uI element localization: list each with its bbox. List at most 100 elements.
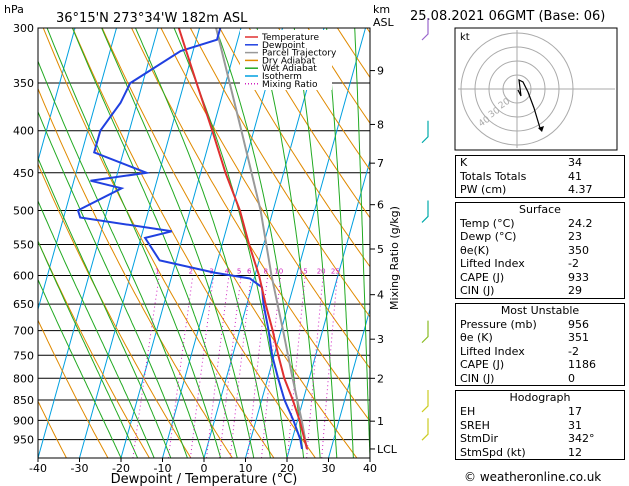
temperature-tick-label: 20 [280, 462, 294, 475]
pressure-tick-label: 750 [13, 349, 34, 362]
wet-adiabat-line [256, 28, 321, 458]
legend-entry: Isotherm [262, 72, 302, 82]
pressure-tick-label: 500 [13, 204, 34, 217]
pressure-tick-label: 600 [13, 270, 34, 283]
wet-adiabat-line [293, 28, 338, 458]
row-label: Dewp (°C) [460, 230, 517, 243]
asl-label: ASL [373, 16, 395, 29]
mixing-ratio-line [321, 275, 338, 458]
row-value: 41 [568, 169, 582, 183]
temperature-tick-label: 0 [201, 462, 208, 475]
table-row: SREH 31 [456, 419, 624, 433]
row-label: θe (K) [460, 331, 493, 344]
mixing-ratio-line [189, 275, 215, 458]
temperature-tick-label: 30 [322, 462, 336, 475]
temperature-line [177, 28, 308, 450]
pressure-tick-label: 550 [13, 238, 34, 251]
mixing-ratio-line [306, 275, 324, 458]
table-row: CIN (J) 0 [456, 372, 624, 386]
isotherm-line [286, 158, 370, 458]
wet-adiabat-line [38, 239, 139, 458]
row-value: 4.37 [568, 183, 593, 196]
isotherm-line [328, 307, 370, 458]
row-label: Temp (°C) [460, 216, 515, 230]
mixing-ratio-line [247, 275, 269, 458]
wet-adiabat-line [38, 278, 122, 458]
surface-title: Surface [519, 202, 561, 216]
mixing-ratio-axis-label: Mixing Ratio (g/kg) [388, 206, 401, 310]
dry-adiabat-line [219, 28, 370, 268]
temperature-tick-label: -10 [154, 462, 172, 475]
temperature-tick-label: -30 [71, 462, 89, 475]
km-tick-label: 4 [377, 289, 384, 302]
mixing-ratio-label: 20 [317, 268, 326, 276]
most-unstable-table: Most Unstable Pressure (mb) 956 θe (K) 351 L… [455, 302, 625, 386]
table-row: StmDir 342° [456, 432, 624, 446]
row-value: 342° [568, 432, 595, 445]
pressure-tick-label: 400 [13, 125, 34, 138]
row-value: 350 [568, 243, 589, 257]
km-tick-label: 6 [377, 199, 384, 212]
most-unstable-title: Most Unstable [500, 303, 580, 317]
table-row: PW (cm) 4.37 [456, 183, 624, 197]
mixing-ratio-label: 25 [331, 268, 340, 276]
mixing-ratio-label: 10 [274, 268, 283, 276]
wind-barbs [421, 18, 429, 441]
wet-adiabat-line [173, 28, 288, 458]
isotherm-line [38, 28, 76, 163]
row-value: 933 [568, 270, 589, 284]
row-label: CAPE (J) [460, 270, 505, 284]
mixing-ratio-line [132, 275, 160, 458]
pressure-tick-label: 950 [13, 434, 34, 447]
pressure-tick-label: 850 [13, 394, 34, 407]
row-label: Lifted Index [460, 257, 525, 270]
isotherm-line [203, 28, 325, 458]
mixing-ratio-label: 8 [263, 268, 267, 276]
wind-barb [421, 320, 429, 344]
indices-table: K 34 Totals Totals 41 PW (cm) 4.37 [455, 155, 625, 198]
dry-adiabat-line [189, 28, 370, 318]
km-tick-label: 5 [377, 243, 384, 256]
dry-adiabat-line [248, 28, 370, 219]
row-label: θe(K) [460, 243, 490, 257]
km-tick-label: LCL [377, 443, 398, 456]
dewpoint-line [76, 28, 303, 450]
pressure-tick-label: 650 [13, 298, 34, 311]
mixing-ratio-label: 1 [155, 268, 159, 276]
hodograph-trace [517, 78, 541, 129]
mixing-ratio-label: 5 [237, 268, 241, 276]
row-label: Lifted Index [460, 344, 525, 358]
dry-adiabat-line [38, 319, 109, 458]
wind-barb [421, 200, 429, 223]
km-tick-label: 9 [377, 65, 384, 78]
wind-barb [421, 18, 429, 41]
isotherm-line [38, 28, 159, 458]
table-row: Dewp (°C) 23 [456, 230, 624, 244]
km-tick-label: 3 [377, 333, 384, 346]
mixing-ratio-line [261, 275, 282, 458]
row-value: 1186 [568, 358, 596, 371]
table-row: CIN (J) 29 [456, 284, 624, 298]
row-label: PW (cm) [460, 183, 507, 196]
row-label: CIN (J) [460, 284, 495, 297]
hodograph-table: Hodograph EH 17 SREH 31 StmDir 342° StmSpd (kt… [455, 390, 625, 460]
table-row: Totals Totals 41 [456, 170, 624, 184]
row-value: 31 [568, 418, 582, 432]
km-label: km [373, 3, 390, 16]
wet-adiabat-line [38, 156, 172, 458]
surface-table: Surface Temp (°C) 24.2 Dewp (°C) 23 θe(K) 350… [455, 201, 625, 299]
dry-adiabat-line [160, 28, 370, 370]
pressure-tick-label: 300 [13, 22, 34, 35]
pressure-tick-label: 450 [13, 167, 34, 180]
pressure-tick-label: 800 [13, 372, 34, 385]
wind-barb [421, 120, 429, 144]
wet-adiabat-line [71, 28, 238, 458]
mixing-ratio-line [287, 275, 306, 458]
x-axis-label: Dewpoint / Temperature (°C) [111, 472, 298, 486]
pressure-tick-label: 900 [13, 414, 34, 427]
row-value: 29 [568, 284, 582, 297]
legend-entry: Temperature [261, 33, 319, 43]
wet-adiabat-line [38, 59, 205, 458]
row-label: Pressure (mb) [460, 317, 537, 331]
